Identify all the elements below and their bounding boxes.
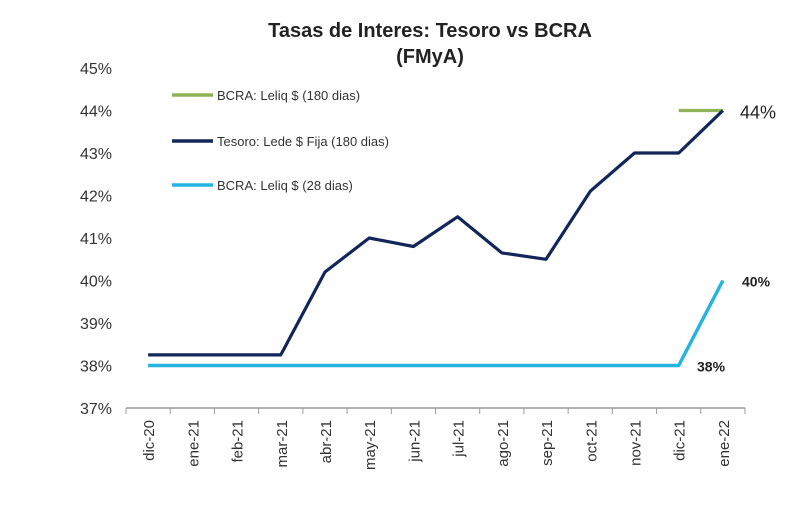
y-tick-label: 44%: [80, 104, 112, 121]
x-tick-label: dic-20: [141, 420, 158, 461]
series-line-3: [148, 279, 725, 368]
legend-label: Tesoro: Lede $ Fija (180 dias): [217, 134, 389, 149]
x-tick-label: dic-21: [672, 420, 689, 461]
legend-label: BCRA: Leliq $ (180 dias): [217, 88, 360, 103]
x-tick-label: jul-21: [451, 420, 468, 458]
y-tick-label: 42%: [80, 189, 112, 206]
x-tick-label: mar-21: [274, 420, 291, 468]
data-label: 44%: [740, 103, 776, 123]
series-line-2: [148, 109, 725, 357]
y-tick-label: 45%: [80, 61, 112, 78]
y-tick-label: 37%: [80, 401, 112, 418]
x-tick-label: abr-21: [318, 420, 335, 463]
data-label: 38%: [697, 359, 726, 375]
legend-label: BCRA: Leliq $ (28 dias): [217, 178, 353, 193]
x-tick-label: nov-21: [627, 420, 644, 466]
x-tick-label: sep-21: [539, 420, 556, 466]
x-tick-label: ago-21: [495, 420, 512, 467]
data-label: 40%: [742, 274, 771, 290]
y-tick-label: 38%: [80, 359, 112, 376]
x-tick-label: feb-21: [230, 420, 247, 463]
y-tick-label: 41%: [80, 231, 112, 248]
x-tick-label: ene-21: [185, 420, 202, 467]
chart-title: Tasas de Interes: Tesoro vs BCRA: [268, 20, 592, 42]
x-tick-label: ene-22: [716, 420, 733, 467]
x-tick-label: jun-21: [406, 420, 423, 463]
y-tick-label: 40%: [80, 274, 112, 291]
y-tick-label: 43%: [80, 146, 112, 163]
x-tick-label: oct-21: [583, 420, 600, 462]
y-tick-label: 39%: [80, 316, 112, 333]
x-tick-label: may-21: [362, 420, 379, 470]
chart-subtitle: (FMyA): [396, 46, 464, 68]
